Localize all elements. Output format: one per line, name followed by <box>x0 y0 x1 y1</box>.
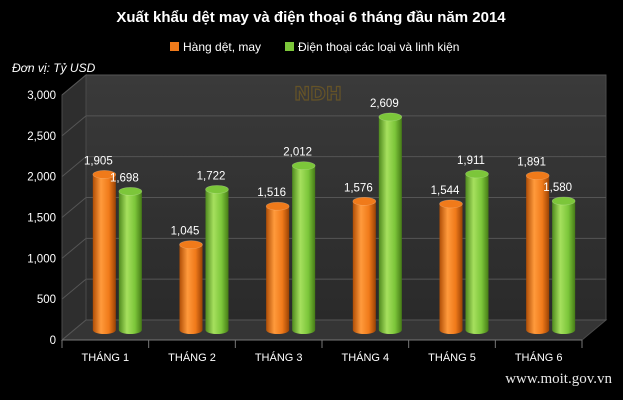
bar-body <box>526 175 550 334</box>
bar-textiles <box>265 201 290 334</box>
gridline-side <box>61 319 87 341</box>
ndh-logo: NDH <box>294 82 343 105</box>
data-label: 1,544 <box>431 185 460 197</box>
legend-swatch-phones <box>285 42 294 51</box>
bar-textiles <box>439 199 463 334</box>
legend: Hàng dệt, may Điện thoại các loại và lin… <box>170 40 459 54</box>
data-label: 1,580 <box>543 182 572 194</box>
website-watermark: www.moit.gov.vn <box>505 371 612 387</box>
y-tick-label: 2,500 <box>27 131 56 143</box>
bar-phones <box>291 161 316 334</box>
y-tick-label: 3,000 <box>27 90 56 102</box>
bar-body <box>179 244 203 334</box>
gridline-side <box>61 278 87 300</box>
bar-top <box>439 199 463 209</box>
data-label: 1,576 <box>344 182 373 194</box>
floor <box>60 319 608 341</box>
plot-area: 0 500 1,000 1,500 2,000 2,500 3,000 THÁNG 1 THÁN… <box>27 73 608 364</box>
y-tick-label: 2,000 <box>27 172 56 184</box>
bar-top <box>118 187 143 196</box>
legend-label-phones: Điện thoại các loại và linh kiện <box>298 40 459 54</box>
legend-swatch-textiles <box>170 42 179 51</box>
y-tick-label: 1,500 <box>27 213 56 225</box>
bar-body <box>378 116 402 334</box>
bar-top <box>551 196 576 206</box>
data-label: 2,012 <box>283 147 312 159</box>
gridline-side <box>61 197 87 218</box>
unit-label: Đơn vị: Tỷ USD <box>12 61 96 75</box>
bar-phones <box>551 196 576 334</box>
bar-top <box>525 171 550 180</box>
gridline-side <box>61 74 87 96</box>
x-tick-label: THÁNG 5 <box>428 351 476 364</box>
bar-body <box>465 173 489 334</box>
bar-phones <box>465 169 489 334</box>
bar-body <box>118 191 142 334</box>
data-label: 1,911 <box>457 155 485 167</box>
bar-top <box>205 185 229 194</box>
data-label: 1,516 <box>257 187 286 199</box>
x-tick-label: THÁNG 6 <box>515 351 563 364</box>
x-tick-label: THÁNG 3 <box>255 351 303 364</box>
x-tick-label: THÁNG 2 <box>168 351 216 364</box>
bar-textiles <box>179 240 203 334</box>
gridline-side <box>61 115 87 137</box>
gridline-side <box>61 156 87 178</box>
bar-body <box>352 201 376 334</box>
y-tick-label: 500 <box>37 294 56 306</box>
bar-body <box>92 174 116 334</box>
bar-textiles <box>352 196 377 334</box>
bar-body <box>552 200 576 334</box>
gridline-side <box>61 237 87 259</box>
bar-phones <box>205 185 229 334</box>
data-label: 2,609 <box>370 98 399 110</box>
data-label: 1,722 <box>197 170 226 182</box>
bar-body <box>266 206 290 334</box>
bar-phones <box>378 112 403 334</box>
bar-top <box>465 169 489 179</box>
bar-textiles <box>525 171 550 334</box>
x-tick-label: THÁNG 4 <box>341 351 389 364</box>
bar-top <box>291 161 316 170</box>
y-tick-label: 1,000 <box>27 253 56 265</box>
bar-top <box>92 170 117 179</box>
y-tick-label: 0 <box>50 335 56 347</box>
legend-label-textiles: Hàng dệt, may <box>183 40 261 54</box>
chart-title: Xuất khẩu dệt may và điện thoại 6 tháng … <box>116 9 506 26</box>
x-tick-label: THÁNG 1 <box>81 351 129 364</box>
bar-top <box>352 196 377 206</box>
bar-top <box>378 112 403 122</box>
bar-textiles <box>92 170 117 334</box>
bar-top <box>265 201 290 211</box>
bar-phones <box>118 187 143 334</box>
bar-body <box>292 165 316 334</box>
data-label: 1,891 <box>517 157 546 169</box>
bar-body <box>205 189 229 334</box>
data-label: 1,045 <box>171 226 200 238</box>
bar-top <box>179 240 203 249</box>
data-label: 1,905 <box>84 155 113 167</box>
ndh-logo-text: NDH <box>294 83 342 105</box>
bar-body <box>439 203 463 334</box>
data-label: 1,698 <box>110 172 139 184</box>
